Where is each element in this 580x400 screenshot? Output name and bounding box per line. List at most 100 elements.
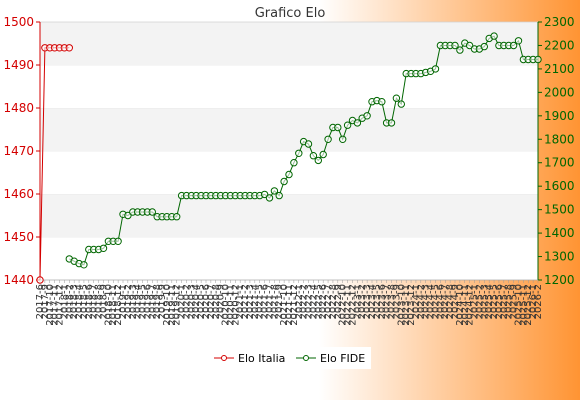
data-point[interactable] — [314, 156, 322, 165]
data-point[interactable] — [260, 190, 269, 199]
x-tick-label: 2019-1 — [118, 284, 129, 319]
left-tick-label: 1440 — [3, 273, 34, 287]
x-tick-label: 2021-9 — [274, 284, 285, 319]
x-tick-label: 2022-1 — [294, 284, 305, 319]
x-tick-label: 2021-8 — [269, 284, 280, 319]
data-point[interactable] — [339, 135, 347, 144]
data-point[interactable] — [304, 140, 313, 148]
x-tick-label: 2020-5 — [196, 284, 207, 319]
x-tick-label: 2019-11 — [167, 284, 178, 326]
series-fide — [65, 32, 542, 269]
x-tick-label: 2018-5 — [79, 284, 90, 319]
data-point[interactable] — [387, 119, 396, 127]
x-tick-label: 2019-10 — [162, 284, 173, 326]
data-point[interactable] — [275, 191, 283, 200]
x-tick-label: 2020-4 — [191, 284, 202, 319]
x-tick-label: 2023-8 — [387, 284, 398, 319]
right-tick-label: 1800 — [544, 132, 575, 146]
x-tick-label: 2024-8 — [445, 284, 456, 319]
data-point[interactable] — [319, 150, 327, 159]
data-point[interactable] — [324, 135, 332, 144]
x-tick-label: 2021-11 — [284, 284, 295, 326]
legend-item-italia[interactable]: Elo Italia — [214, 352, 285, 365]
data-point[interactable] — [480, 42, 488, 51]
x-tick-label: 2025-9 — [509, 284, 520, 319]
data-point[interactable] — [285, 170, 293, 179]
x-tick-label: 2018-2 — [64, 284, 75, 319]
x-tick-label: 2022-8 — [328, 284, 339, 319]
data-point[interactable] — [270, 187, 279, 195]
data-point[interactable] — [378, 98, 386, 106]
data-point[interactable] — [343, 121, 352, 129]
data-point[interactable] — [392, 94, 401, 102]
x-tick-label: 2023-1 — [352, 284, 363, 319]
data-point[interactable] — [280, 177, 288, 186]
data-point[interactable] — [80, 261, 88, 269]
x-tick-label: 2022-7 — [323, 284, 334, 319]
data-point[interactable] — [99, 244, 108, 253]
x-tick-label: 2024-11 — [460, 284, 471, 326]
x-tick-label: 2025-10 — [513, 284, 524, 326]
x-tick-label: 2022-5 — [313, 284, 324, 319]
data-point[interactable] — [114, 237, 122, 246]
data-point[interactable] — [451, 41, 459, 50]
right-axis: 1200 1300 1400 1500 1600 1700 1800 1900 2000 2100… — [537, 15, 575, 287]
data-point[interactable] — [265, 194, 274, 202]
data-point[interactable] — [290, 159, 298, 167]
x-tick-label: 2018-8 — [94, 284, 105, 319]
legend: Elo Italia Elo FIDE — [208, 347, 371, 369]
x-tick-label: 2024-7 — [440, 284, 451, 319]
right-tick-label: 2000 — [544, 85, 575, 99]
data-point[interactable] — [490, 32, 498, 40]
x-tick-label: 2023-6 — [377, 284, 388, 319]
data-point[interactable] — [509, 41, 518, 50]
x-tick-label: 2018-10 — [103, 284, 114, 326]
data-point[interactable] — [65, 44, 74, 52]
data-point[interactable] — [148, 208, 157, 216]
x-axis: 2017-62017-92017-102017-112017-122018-12… — [35, 279, 544, 326]
right-tick-label: 1200 — [544, 273, 575, 287]
x-tick-label: 2019-12 — [172, 284, 183, 326]
x-tick-label: 2019-9 — [157, 284, 168, 319]
x-tick-label: 2023-12 — [406, 284, 417, 326]
legend-box — [208, 347, 371, 369]
x-tick-label: 2019-2 — [123, 284, 134, 319]
data-point[interactable] — [353, 119, 362, 127]
legend-item-fide[interactable]: Elo FIDE — [296, 352, 365, 365]
left-axis: 1440 1450 1460 1470 1480 1490 1500 — [3, 15, 41, 287]
x-tick-label: 2020-10 — [221, 284, 232, 326]
x-tick-label: 2024-3 — [421, 284, 432, 319]
x-tick-label: 2024-10 — [455, 284, 466, 326]
data-point[interactable] — [465, 41, 474, 50]
x-tick-label: 2019-6 — [142, 284, 153, 319]
right-tick-label: 1700 — [544, 156, 575, 170]
legend-label-fide: Elo FIDE — [320, 352, 365, 365]
x-tick-label: 2018-6 — [84, 284, 95, 319]
data-point[interactable] — [514, 37, 523, 45]
x-tick-label: 2019-5 — [138, 284, 149, 319]
data-point[interactable] — [124, 211, 132, 220]
right-tick-label: 1600 — [544, 179, 575, 193]
x-tick-label: 2021-10 — [279, 284, 290, 326]
series-layer — [36, 32, 542, 284]
legend-marker-fide — [303, 355, 309, 361]
data-point[interactable] — [334, 123, 342, 132]
x-tick-label: 2023-10 — [396, 284, 407, 326]
data-point[interactable] — [456, 46, 464, 54]
data-point[interactable] — [397, 100, 405, 108]
x-tick-label: 2020-11 — [225, 284, 236, 326]
chart-title: Grafico Elo — [255, 6, 326, 21]
data-point[interactable] — [534, 55, 542, 64]
right-tick-label: 2300 — [544, 15, 575, 29]
x-tick-label: 2018-12 — [113, 284, 124, 326]
data-point[interactable] — [295, 149, 303, 158]
x-tick-label: 2025-8 — [504, 284, 515, 319]
x-tick-label: 2018-9 — [98, 284, 109, 319]
data-point[interactable] — [309, 152, 318, 160]
x-tick-label: 2024-5 — [430, 284, 441, 319]
data-point[interactable] — [173, 213, 181, 221]
data-point[interactable] — [363, 112, 371, 120]
data-point[interactable] — [36, 276, 44, 284]
data-point[interactable] — [431, 65, 440, 73]
